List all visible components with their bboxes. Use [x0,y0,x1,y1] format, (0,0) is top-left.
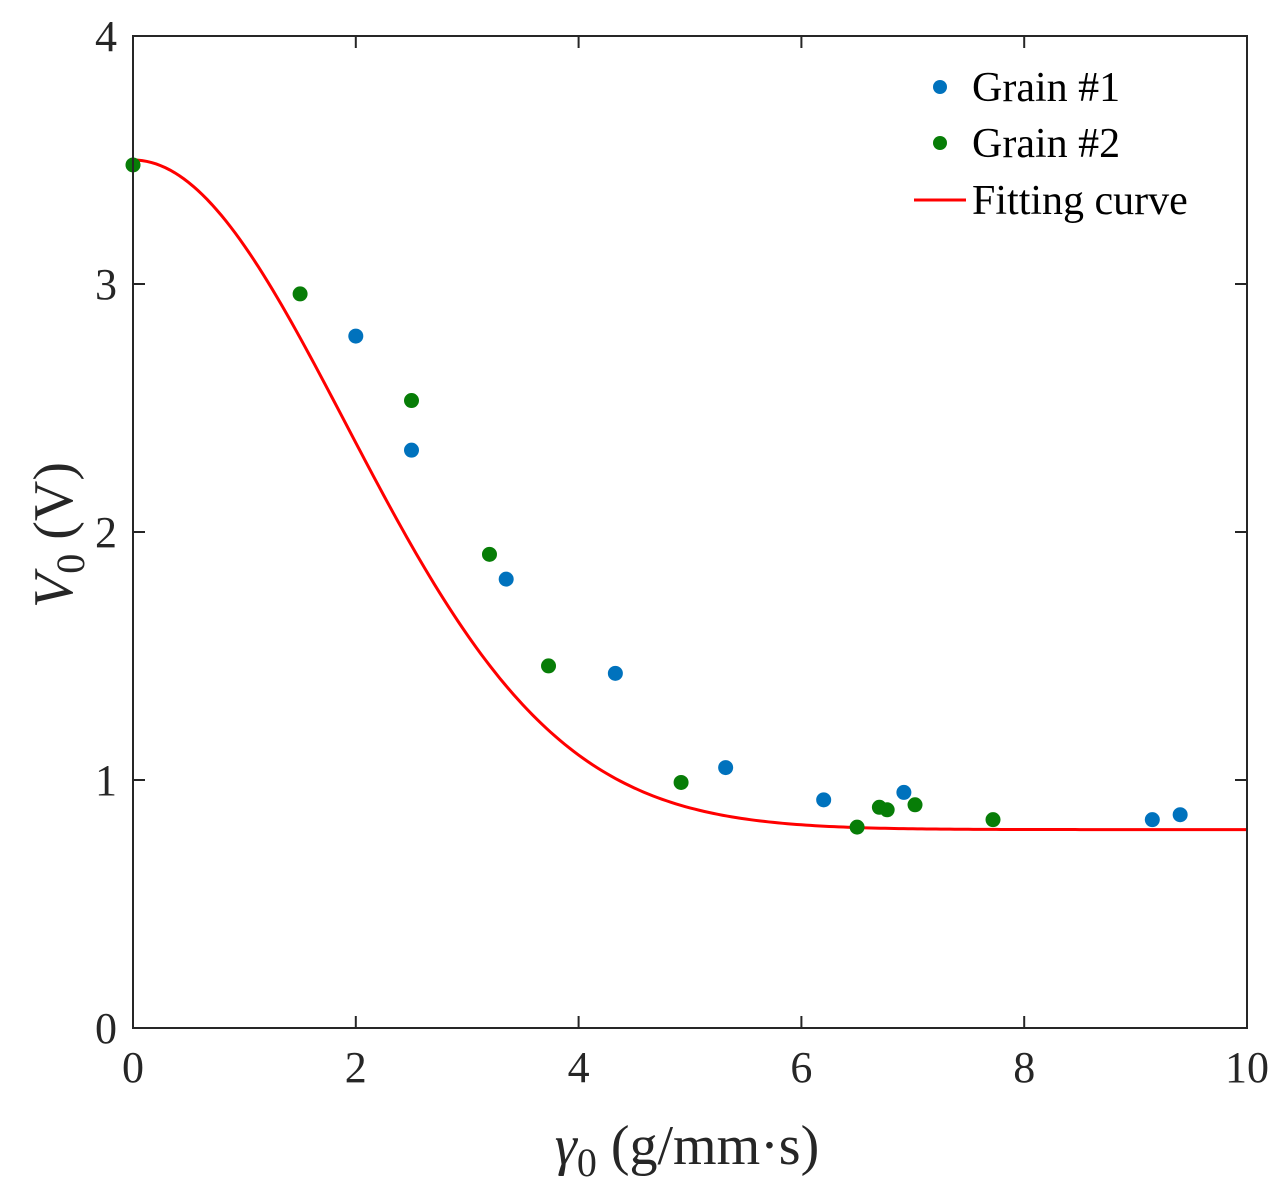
axes: 0 2 4 6 8 10 0 1 2 3 4 [95,12,1269,1092]
grain-1-point [718,760,734,776]
grain-2-point [907,797,923,813]
grain-2-point [879,802,895,818]
grain-1-point [348,328,364,344]
legend-label-grain-2: Grain #2 [972,121,1120,167]
y-tick-label: 0 [95,1004,117,1053]
y-tick-label: 3 [95,260,117,309]
grain-1-point [1144,812,1160,828]
legend: Grain #1 Grain #2 Fitting curve [914,65,1188,224]
y-tick-label: 2 [95,508,117,557]
x-axis-label: γ0 (g/mm·s) [555,1115,820,1185]
grain-1-point [896,784,912,800]
grain-1-point [1172,807,1188,823]
y-tick-label: 4 [95,12,117,61]
grain-1-point [816,792,832,808]
grain-2-point [673,774,689,790]
grain-2-point [985,812,1001,828]
grain-2-point [481,546,497,562]
x-tick-label: 10 [1225,1043,1269,1092]
grain-2-point [541,658,557,674]
x-tick-label: 6 [790,1043,812,1092]
grain-1-point [607,665,623,681]
grain-2-point [849,819,865,835]
x-tick-label: 0 [122,1043,144,1092]
grain-1-point [498,571,514,587]
x-tick-label: 4 [568,1043,590,1092]
axis-labels: γ0 (g/mm·s) V0 (V) [23,462,819,1185]
plot-area [125,157,1247,835]
grain-1-point [404,442,419,458]
y-axis-label: V0 (V) [23,462,93,608]
grain-2-point [404,393,419,409]
legend-marker-grain-2 [933,136,947,150]
legend-label-grain-1: Grain #1 [972,65,1120,111]
legend-marker-grain-1 [933,80,947,94]
x-tick-label: 8 [1013,1043,1035,1092]
legend-label-fitting-curve: Fitting curve [972,178,1188,224]
x-tick-label: 2 [345,1043,367,1092]
y-tick-label: 1 [95,756,117,805]
fitting-curve-line [132,158,1247,832]
grain-2-point [292,286,308,302]
